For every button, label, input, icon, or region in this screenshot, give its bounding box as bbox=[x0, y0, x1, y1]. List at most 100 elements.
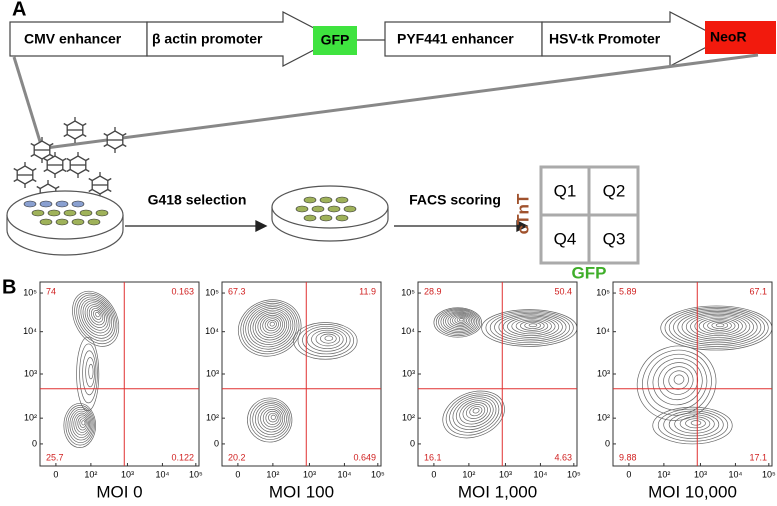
contour bbox=[67, 406, 94, 443]
y-tick-label: 10⁵ bbox=[401, 287, 415, 297]
virus-spike bbox=[85, 157, 90, 162]
step-label: G418 selection bbox=[148, 192, 247, 208]
x-tick-label: 10⁵ bbox=[189, 469, 203, 479]
panel-label: A bbox=[12, 0, 26, 20]
virus-spike bbox=[107, 188, 112, 193]
cell bbox=[327, 205, 341, 213]
y-tick-label: 10³ bbox=[206, 368, 219, 378]
facs-plot: 67.3 11.9 20.2 0.649 10⁵ 10⁴ 10³ 10² 0 0 10² 10³ 10⁴… bbox=[205, 281, 385, 501]
contour bbox=[76, 294, 116, 342]
cell bbox=[87, 218, 101, 226]
contour bbox=[264, 318, 279, 332]
contour bbox=[249, 399, 291, 440]
virus-spike bbox=[63, 122, 68, 127]
contour bbox=[78, 296, 114, 339]
cell bbox=[79, 209, 93, 217]
contour bbox=[528, 323, 538, 328]
x-axis-label: GFP bbox=[572, 263, 607, 282]
arrow-head bbox=[516, 219, 529, 233]
virus-spike bbox=[107, 177, 112, 182]
contour bbox=[694, 316, 743, 337]
contour bbox=[257, 313, 286, 339]
contour bbox=[698, 317, 740, 335]
contour bbox=[73, 412, 91, 436]
quadrant-cell: Q3 bbox=[603, 229, 626, 248]
contour bbox=[657, 362, 699, 401]
y-tick-label: 10³ bbox=[597, 368, 610, 378]
cell bbox=[319, 214, 333, 222]
cells bbox=[23, 196, 357, 226]
contour bbox=[685, 313, 751, 340]
cell bbox=[55, 218, 69, 226]
contour bbox=[465, 404, 486, 419]
cell bbox=[95, 209, 109, 217]
quadrant-value: 28.9 bbox=[424, 286, 442, 296]
arrows bbox=[125, 219, 529, 233]
construct bbox=[9, 11, 776, 67]
contour bbox=[315, 331, 341, 347]
cell bbox=[39, 200, 53, 208]
virus-spike bbox=[66, 168, 71, 173]
contour bbox=[690, 315, 747, 338]
contour bbox=[242, 302, 298, 352]
virus-spike bbox=[36, 185, 41, 190]
contour bbox=[247, 397, 293, 443]
contour bbox=[435, 308, 481, 337]
contour bbox=[685, 418, 706, 429]
x-tick-label: 10³ bbox=[121, 469, 134, 479]
contour bbox=[81, 420, 86, 426]
contour bbox=[511, 318, 552, 335]
contour bbox=[95, 311, 100, 318]
contour bbox=[75, 414, 89, 433]
y-tick-label: 10⁴ bbox=[23, 326, 37, 336]
contour bbox=[438, 309, 479, 335]
contour bbox=[442, 311, 476, 332]
quadrant-value: 25.7 bbox=[46, 452, 64, 462]
contours bbox=[433, 307, 577, 439]
contour bbox=[259, 314, 283, 336]
contour bbox=[77, 416, 88, 431]
contour bbox=[502, 315, 560, 338]
contour bbox=[674, 414, 715, 434]
arrow-head bbox=[255, 219, 268, 233]
contour bbox=[455, 398, 494, 428]
virus-spike bbox=[88, 188, 93, 193]
contour bbox=[71, 410, 92, 438]
contour bbox=[82, 350, 97, 396]
contour bbox=[449, 314, 471, 328]
contour bbox=[445, 392, 503, 436]
plot-title: MOI 10,000 bbox=[648, 482, 737, 501]
contour bbox=[652, 406, 733, 445]
contour bbox=[690, 420, 702, 426]
contour bbox=[469, 406, 483, 417]
contour bbox=[268, 412, 278, 423]
contour bbox=[260, 407, 284, 430]
contour bbox=[524, 322, 541, 329]
contour bbox=[85, 357, 95, 388]
contour bbox=[79, 343, 98, 404]
plot-frame bbox=[39, 281, 200, 467]
facs-plot: 74 0.163 25.7 0.122 10⁵ 10⁴ 10³ 10² 0 0 10² 10³ 10⁴ 1… bbox=[23, 281, 203, 501]
contour bbox=[267, 320, 277, 329]
quadrant-value: 0.163 bbox=[171, 286, 194, 296]
quadrant-value: 4.63 bbox=[554, 452, 572, 462]
contour bbox=[681, 312, 754, 342]
x-tick-label: 10⁴ bbox=[728, 469, 742, 479]
virus-spike bbox=[62, 157, 67, 162]
contour bbox=[677, 311, 758, 344]
panel-label: B bbox=[2, 276, 16, 298]
x-tick-label: 0 bbox=[53, 469, 58, 479]
contour bbox=[663, 366, 694, 395]
construct-arrow bbox=[541, 11, 724, 67]
contour bbox=[252, 309, 290, 343]
virus-spike bbox=[82, 133, 87, 138]
contour bbox=[84, 302, 109, 331]
contours bbox=[238, 299, 358, 443]
virus-spike bbox=[88, 177, 93, 182]
contour bbox=[324, 335, 334, 341]
plot-title: MOI 1,000 bbox=[458, 482, 537, 501]
x-tick-label: 10⁵ bbox=[762, 469, 776, 479]
contour bbox=[702, 319, 736, 333]
y-tick-label: 10³ bbox=[24, 368, 37, 378]
